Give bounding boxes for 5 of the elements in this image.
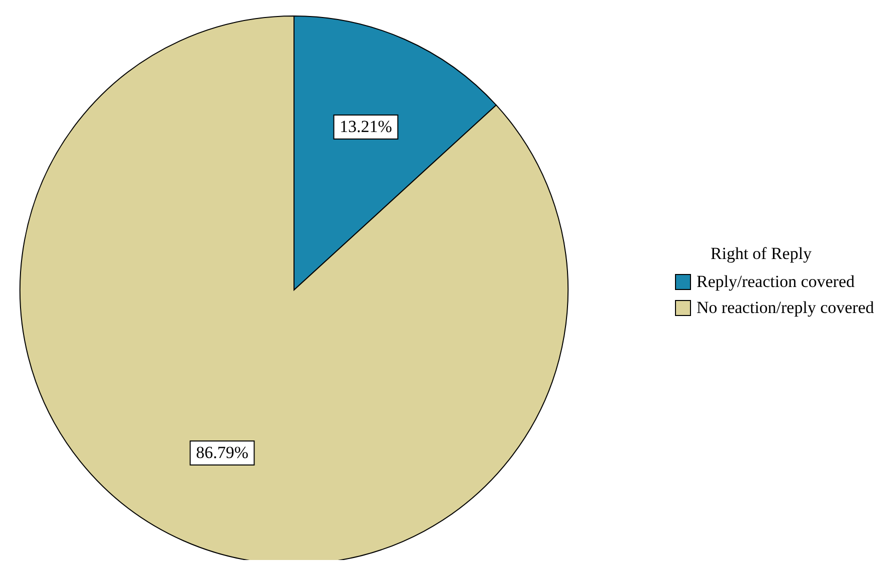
legend-title: Right of Reply (710, 244, 813, 264)
data-label: 13.21% (340, 116, 392, 136)
data-label: 86.79% (196, 442, 248, 462)
legend-label: Reply/reaction covered (696, 272, 855, 292)
legend-label: No reaction/reply covered (696, 298, 874, 318)
